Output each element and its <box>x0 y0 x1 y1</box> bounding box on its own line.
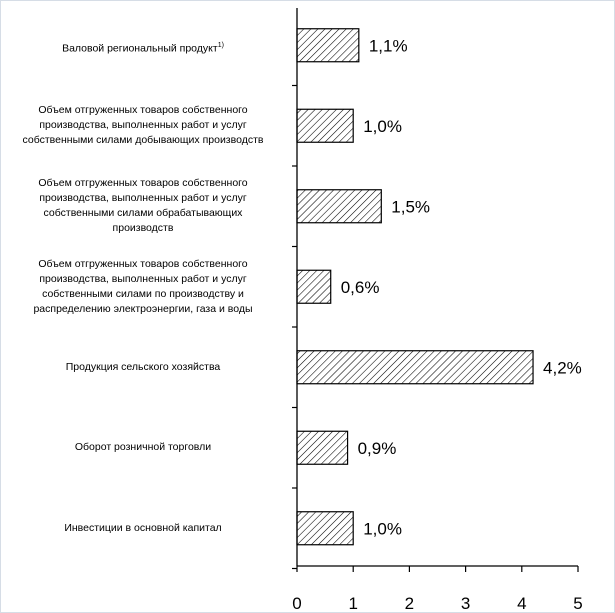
footnote-mark-0: 1) <box>217 41 224 49</box>
category-text-1: Объем отгруженных товаров собственного п… <box>22 104 264 147</box>
category-text-6: Инвестиции в основной капитал <box>64 521 222 534</box>
bars-group <box>296 28 534 546</box>
x-tick-label-2: 2 <box>405 594 414 613</box>
x-tick-label-1: 1 <box>348 594 357 613</box>
value-label-2: 1,5% <box>391 197 430 216</box>
category-label-0: Валовой региональный продукт1) <box>0 38 293 57</box>
bar-5 <box>296 430 349 465</box>
value-label-5: 0,9% <box>358 439 397 458</box>
value-label-0: 1,1% <box>369 36 408 55</box>
bar-6 <box>296 511 354 546</box>
x-tick-label-0: 0 <box>292 594 301 613</box>
axis-ticks-group <box>292 84 579 572</box>
x-tick-labels-group: 0 1 2 3 4 5 <box>292 594 582 613</box>
value-label-4: 4,2% <box>543 358 582 377</box>
value-label-3: 0,6% <box>341 278 380 297</box>
bar-4 <box>296 350 534 385</box>
category-text-3: Объем отгруженных товаров собственного п… <box>33 257 253 315</box>
category-label-3: Объем отгруженных товаров собственного п… <box>0 257 293 317</box>
value-label-6: 1,0% <box>363 519 402 538</box>
category-text-5: Оборот розничной торговли <box>74 441 212 454</box>
bar-1 <box>296 108 354 143</box>
category-text-0: Валовой региональный продукт <box>62 42 218 55</box>
x-tick-label-3: 3 <box>461 594 470 613</box>
x-tick-label-5: 5 <box>573 594 582 613</box>
value-label-1: 1,0% <box>363 117 402 136</box>
x-tick-label-4: 4 <box>517 594 526 613</box>
category-label-6: Инвестиции в основной капитал <box>0 521 293 536</box>
category-label-2: Объем отгруженных товаров собственного п… <box>0 176 293 236</box>
category-label-4: Продукция сельского хозяйства <box>0 360 293 375</box>
category-label-1: Объем отгруженных товаров собственного п… <box>0 103 293 148</box>
category-text-2: Объем отгруженных товаров собственного п… <box>38 177 248 235</box>
bar-2 <box>296 189 382 224</box>
bar-3 <box>296 269 332 304</box>
category-text-4: Продукция сельского хозяйства <box>65 360 221 373</box>
bar-0 <box>296 28 360 63</box>
category-label-5: Оборот розничной торговли <box>0 440 293 455</box>
value-labels-group: 1,1% 1,0% 1,5% 0,6% 4,2% 0,9% 1,0% <box>341 36 582 538</box>
